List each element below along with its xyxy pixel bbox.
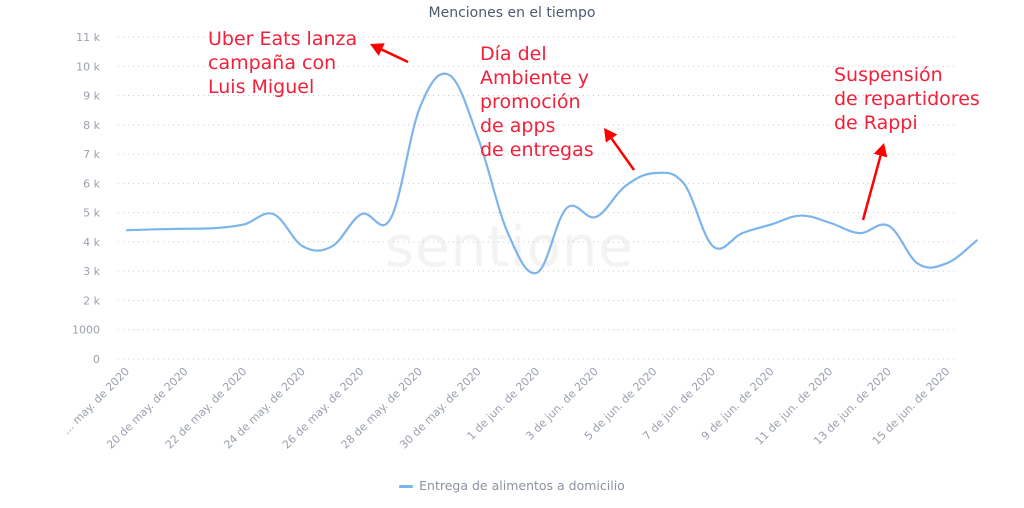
annotation-arrows [370,43,888,221]
y-tick-label: 8 k [83,119,100,132]
y-tick-label: 7 k [83,148,100,161]
arrow-icon [604,128,636,171]
legend-line-icon [399,485,414,488]
arrow-icon [861,143,888,221]
y-tick-label: 11 k [76,31,100,44]
y-tick-label: 5 k [83,207,100,220]
annotation-dia-del-ambiente: Día del Ambiente y promoción de apps de … [480,43,594,161]
y-tick-label: 9 k [83,90,100,103]
legend[interactable]: Entrega de alimentos a domicilio [0,478,1024,493]
y-tick-label: 2 k [83,294,100,307]
y-tick-label: 0 [93,353,100,366]
annotation-uber-eats: Uber Eats lanza campaña con Luis Miguel [208,28,358,98]
y-axis-labels: 0 1000 2 k 3 k 4 k 5 k 6 k 7 k 8 k 9 k 10 k 11 k [72,31,101,366]
series-line[interactable] [125,72,978,275]
y-tick-label: 6 k [83,177,100,190]
y-tick-label: 1000 [72,324,100,337]
y-tick-label: 4 k [83,236,100,249]
watermark-logo: sentione [385,215,634,280]
y-tick-label: 3 k [83,265,100,278]
annotation-rappi: Suspensión de repartidores de Rappi [834,64,980,134]
y-tick-label: 10 k [76,60,100,73]
legend-label[interactable]: Entrega de alimentos a domicilio [419,478,625,493]
arrow-icon [370,43,409,64]
chart-title: Menciones en el tiempo [428,5,596,21]
